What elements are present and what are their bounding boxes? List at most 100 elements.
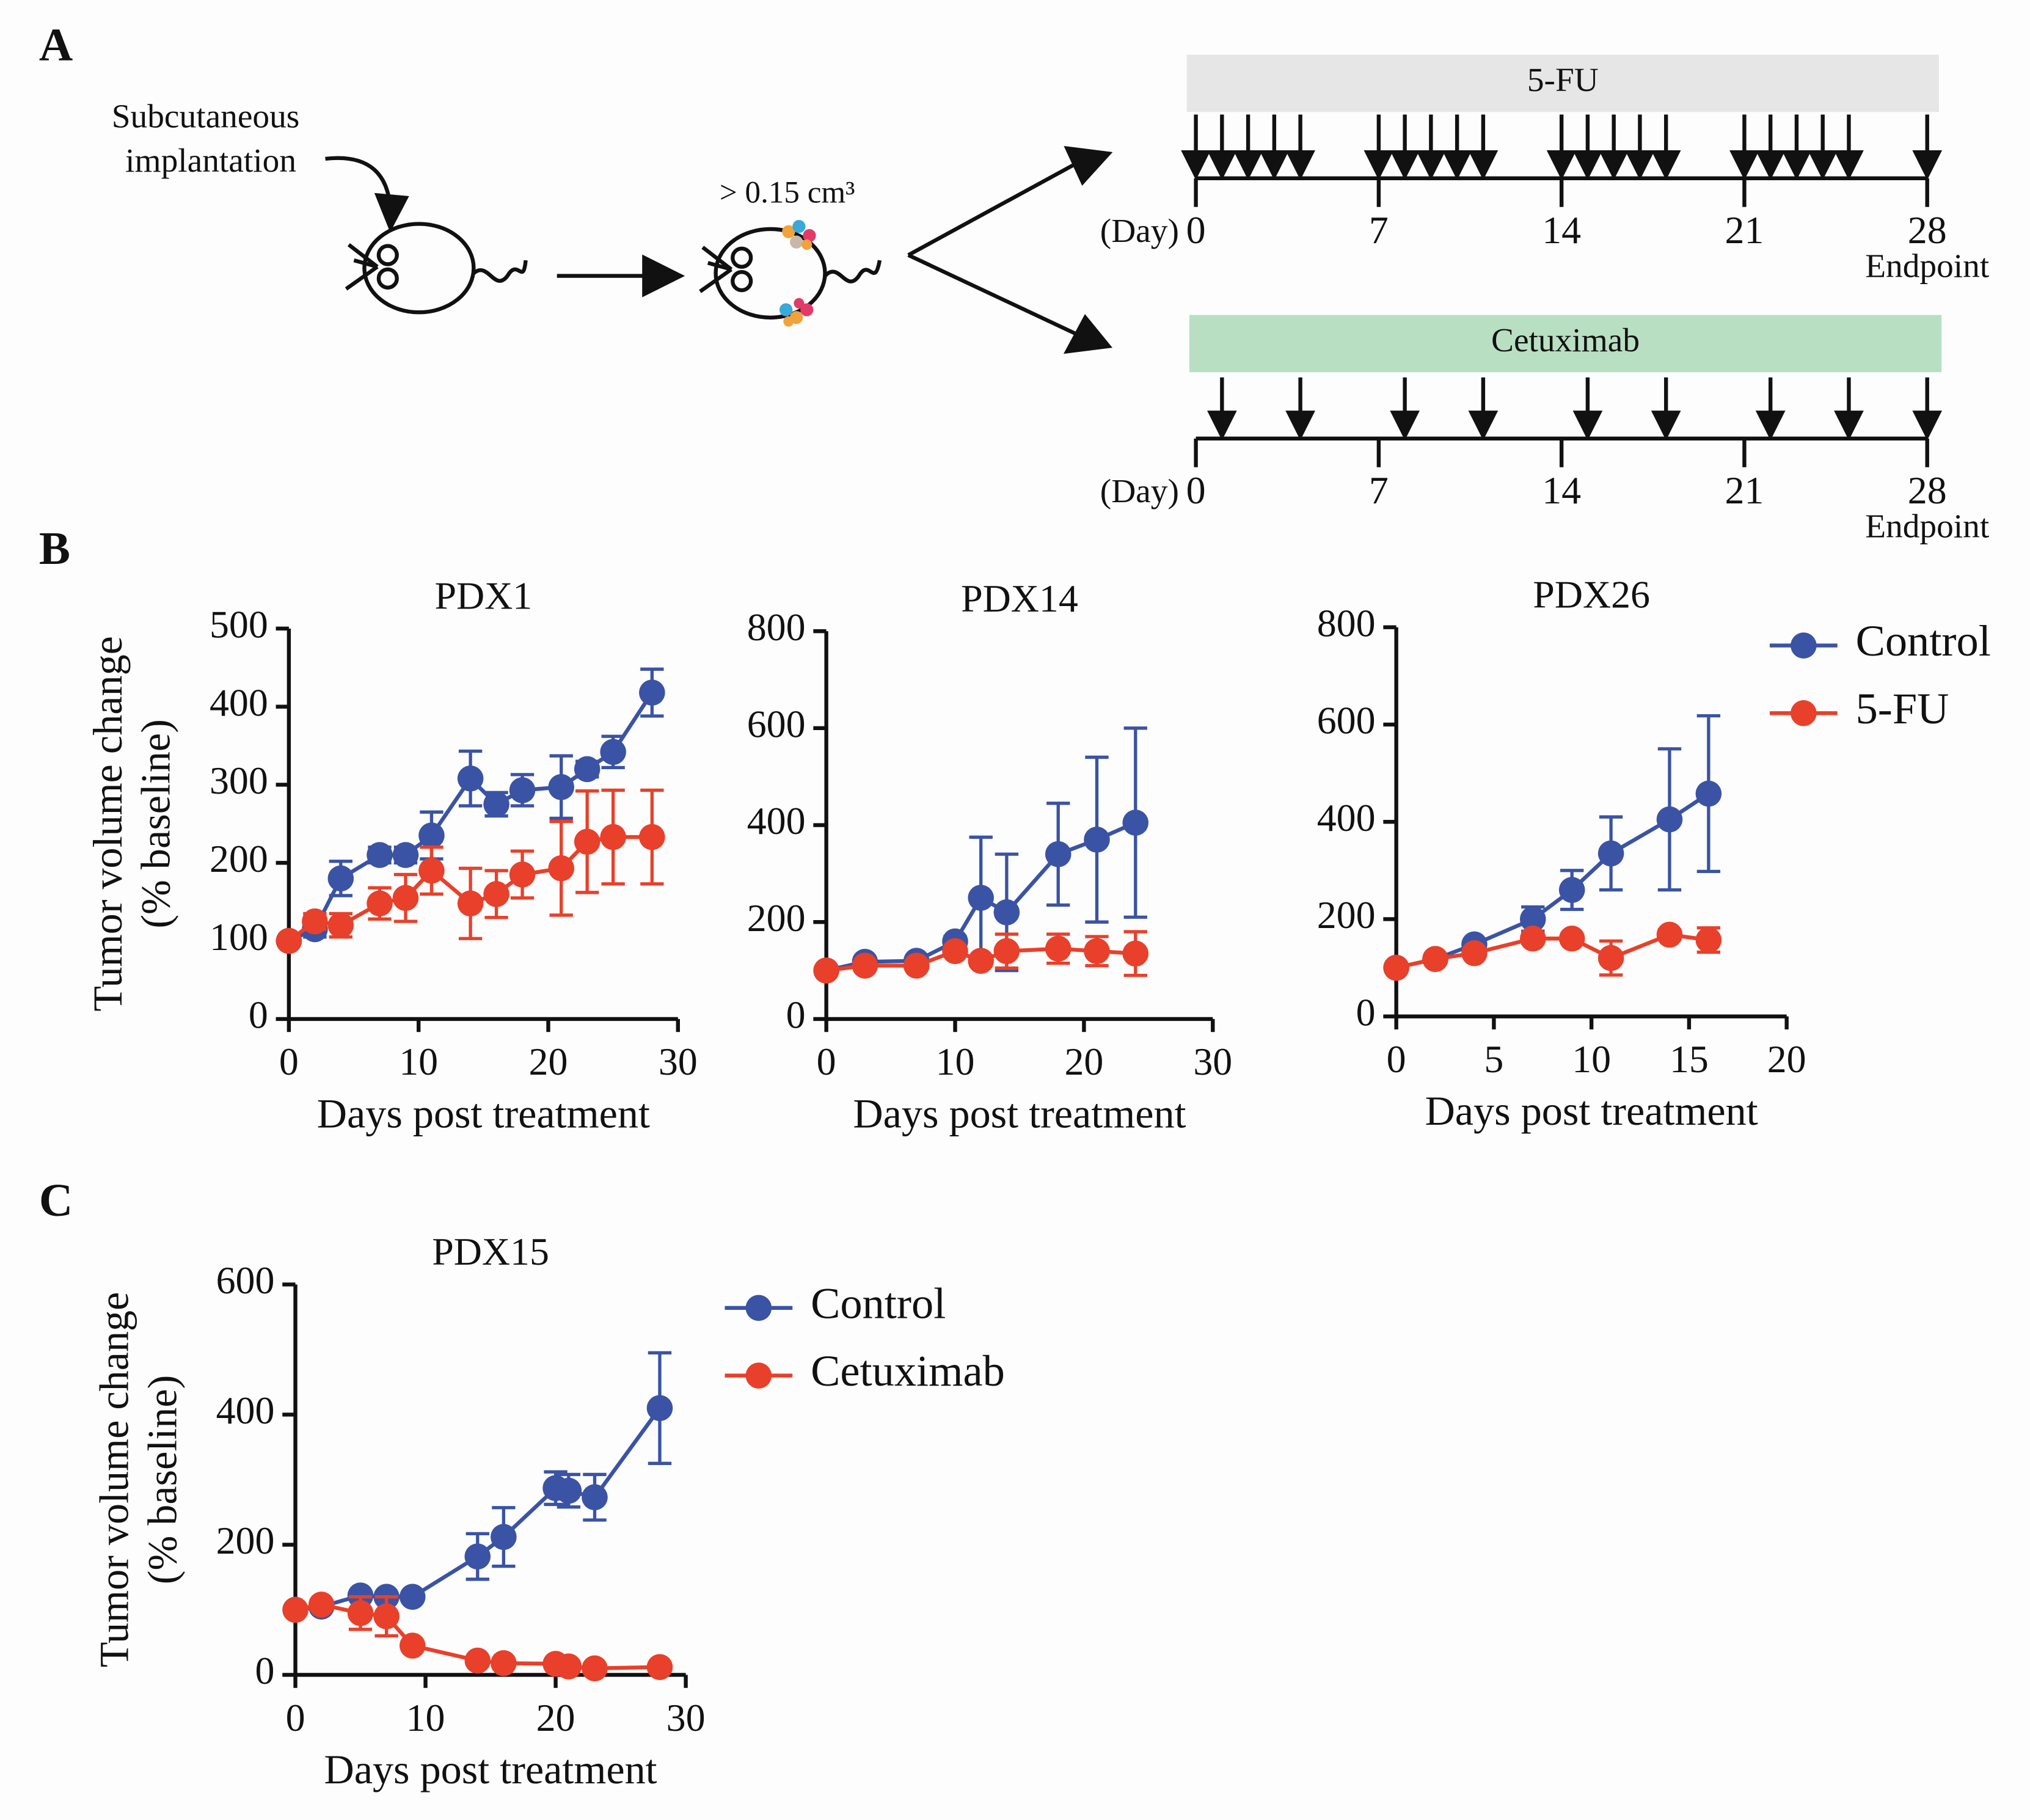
y-tick-label: 400	[747, 799, 806, 842]
legend-marker	[1791, 700, 1817, 726]
timeline-tick-label: 7	[1369, 208, 1389, 252]
data-point	[639, 824, 665, 850]
x-tick-label: 30	[659, 1040, 698, 1083]
data-point	[1656, 921, 1683, 948]
series	[282, 1351, 673, 1623]
data-point	[464, 1647, 491, 1674]
y-tick-label: 600	[216, 1259, 275, 1302]
data-point	[457, 765, 484, 792]
x-tick-label: 20	[1064, 1040, 1103, 1083]
y-tick-label: 300	[210, 759, 268, 802]
dose-arrow	[1468, 377, 1499, 440]
y-tick-label: 0	[1356, 990, 1376, 1034]
chart-title: PDX1	[434, 574, 532, 618]
x-tick-label: 0	[286, 1696, 305, 1739]
dose-arrow	[1207, 114, 1237, 180]
dose-arrow	[1572, 114, 1603, 180]
legend-marker	[745, 1295, 772, 1321]
x-tick-label: 0	[817, 1040, 836, 1083]
timeline-tick-label: 21	[1725, 469, 1764, 512]
y-tick-label: 200	[216, 1519, 275, 1562]
data-point	[1656, 806, 1683, 833]
dose-arrow	[1599, 114, 1629, 180]
timeline-label: 5-FU	[1527, 61, 1599, 98]
dose-arrow	[1390, 377, 1420, 440]
x-tick-label: 15	[1670, 1037, 1709, 1081]
data-point	[483, 791, 509, 817]
data-point	[509, 777, 536, 803]
y-tick-label: 400	[216, 1389, 275, 1432]
y-tick-label: 400	[210, 681, 268, 724]
dose-arrow	[1808, 114, 1838, 180]
dose-arrow	[1729, 114, 1759, 180]
data-point	[1597, 840, 1624, 867]
data-point	[993, 899, 1020, 926]
y-axis-label: (% baseline)	[133, 719, 179, 929]
legend-marker	[745, 1362, 772, 1389]
x-tick-label: 5	[1484, 1037, 1503, 1081]
data-point	[1519, 925, 1546, 952]
x-tick-label: 20	[529, 1040, 568, 1083]
timeline-tick-label: 28	[1908, 208, 1947, 252]
x-tick-label: 30	[666, 1696, 706, 1739]
data-point	[574, 756, 601, 783]
data-point	[639, 679, 665, 706]
data-point	[1695, 927, 1722, 953]
x-tick-label: 0	[279, 1040, 299, 1083]
timeline-tick-label: 7	[1369, 469, 1389, 512]
data-point	[582, 1484, 608, 1511]
data-point	[373, 1603, 400, 1629]
data-point	[347, 1600, 374, 1626]
series	[276, 788, 665, 954]
timeline-tick-label: 28	[1908, 469, 1947, 512]
dose-arrow	[1181, 114, 1211, 180]
legend-marker	[1791, 632, 1817, 659]
series	[1383, 921, 1722, 981]
y-tick-label: 500	[210, 603, 268, 646]
panel-label: C	[39, 1174, 73, 1226]
implant-label: Subcutaneous	[112, 98, 300, 135]
data-point	[646, 1654, 673, 1681]
y-tick-label: 100	[210, 915, 268, 959]
dose-arrow	[1625, 114, 1655, 180]
dose-arrow	[1416, 114, 1446, 180]
data-point	[1695, 780, 1722, 807]
legend-label: Control	[811, 1278, 946, 1328]
legend-label: 5-FU	[1856, 684, 1949, 733]
dose-arrow	[1781, 114, 1812, 180]
data-point	[548, 855, 575, 882]
dose-arrow	[1755, 114, 1786, 180]
day-label: (Day)	[1100, 472, 1179, 510]
size-label: > 0.15 cm³	[720, 175, 855, 210]
x-axis-label: Days post treatment	[317, 1090, 650, 1136]
timeline-tick-label: 14	[1542, 208, 1581, 252]
data-point	[1084, 938, 1110, 965]
data-point	[1597, 945, 1624, 971]
data-point	[942, 938, 968, 965]
data-point	[418, 857, 445, 884]
data-point	[548, 774, 575, 800]
data-point	[813, 957, 839, 984]
x-tick-label: 20	[1767, 1037, 1806, 1081]
data-point	[968, 948, 994, 974]
data-point	[993, 938, 1020, 965]
chart-title: PDX14	[961, 577, 1078, 620]
x-axis-label: Days post treatment	[324, 1746, 657, 1793]
y-tick-label: 200	[1317, 893, 1376, 937]
dose-arrow	[1912, 114, 1943, 180]
data-point	[399, 1584, 426, 1610]
dose-arrow	[1364, 114, 1394, 180]
dose-arrow	[1572, 377, 1603, 440]
endpoint-label: Endpoint	[1865, 247, 1990, 285]
y-tick-label: 200	[747, 896, 806, 940]
legend-label: Cetuximab	[811, 1346, 1005, 1395]
dose-arrow	[1259, 114, 1290, 180]
dose-arrow	[1390, 114, 1420, 180]
timeline-tick-label: 14	[1542, 469, 1581, 512]
data-point	[1084, 827, 1110, 853]
x-axis-label: Days post treatment	[1425, 1087, 1758, 1134]
x-tick-label: 10	[936, 1040, 975, 1083]
data-point	[308, 1592, 335, 1618]
series	[282, 1592, 673, 1682]
